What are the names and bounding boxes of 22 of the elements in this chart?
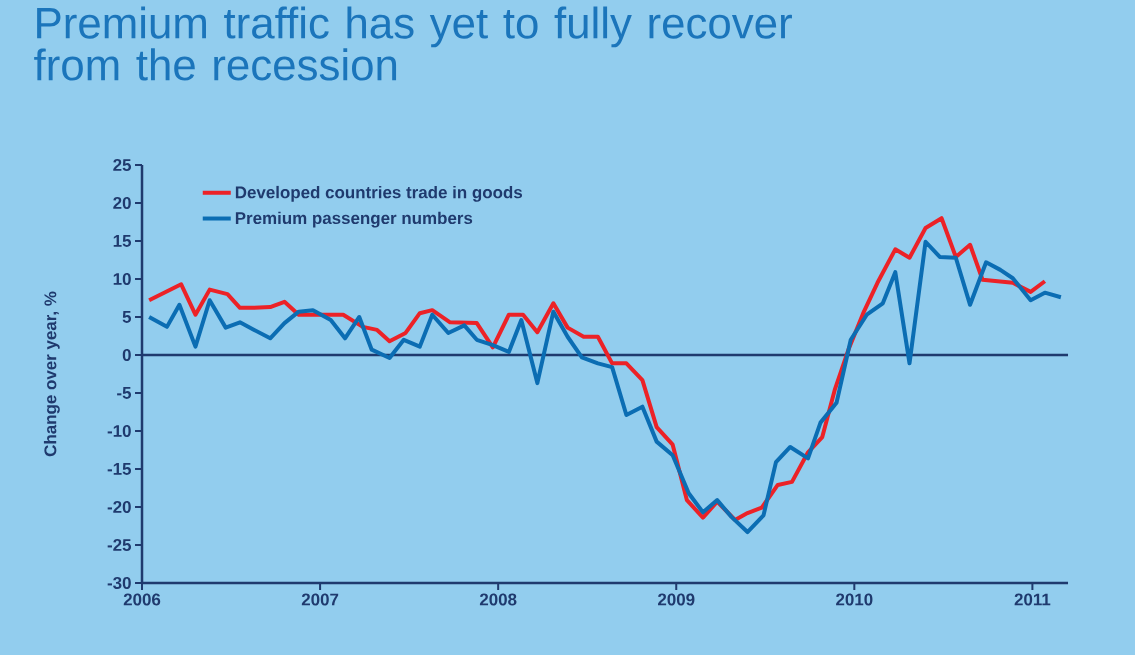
y-tick-label: -20: [107, 500, 131, 513]
y-tick-label: 0: [122, 348, 131, 361]
y-tick-label: -30: [107, 576, 131, 589]
legend-label: Developed countries trade in goods: [235, 185, 523, 202]
x-tick-label: 2009: [658, 593, 695, 606]
y-tick-label: 15: [113, 235, 132, 247]
y-tick-label: 5: [122, 311, 132, 323]
y-tick-label: 10: [113, 272, 131, 285]
x-tick-label: 2011: [1014, 593, 1051, 606]
y-tick-label: 20: [113, 196, 131, 209]
x-tick-label: 2007: [301, 593, 339, 606]
y-tick-label: -25: [107, 538, 132, 551]
y-tick-label: -10: [107, 424, 131, 437]
y-tick-label: 25: [113, 158, 132, 171]
x-tick-label: 2008: [479, 593, 517, 606]
x-tick-label: 2010: [836, 593, 873, 606]
legend-label: Premium passenger numbers: [235, 211, 473, 228]
y-tick-label: -15: [107, 463, 132, 475]
y-tick-label: -5: [117, 387, 132, 399]
x-tick-label: 2006: [123, 593, 161, 606]
y-axis-title: Change over year, %: [43, 291, 60, 457]
chart-title: Premium traffic has yet to fully recover from the recession: [34, 6, 792, 81]
